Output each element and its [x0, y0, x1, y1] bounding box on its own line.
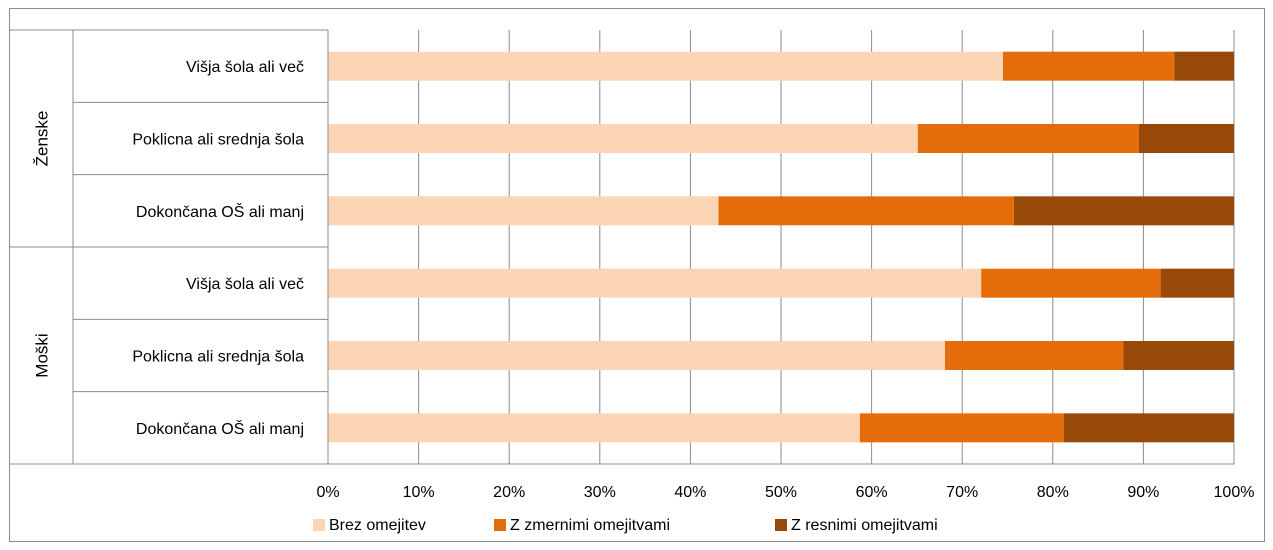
bar-segment-1 — [328, 413, 860, 442]
category-label: Dokončana OŠ ali manj — [136, 419, 304, 438]
bar-segment-1 — [328, 196, 718, 225]
x-tick-label: 70% — [946, 484, 978, 501]
bar-segment-2 — [945, 341, 1123, 370]
legend-swatch — [313, 519, 325, 531]
bar-segment-2 — [860, 413, 1064, 442]
legend-label: Z zmernimi omejitvami — [510, 517, 670, 534]
bar-segment-1 — [328, 124, 918, 153]
x-tick-label: 50% — [765, 484, 797, 501]
bar-segment-3 — [1161, 269, 1234, 298]
group-label: Moški — [33, 333, 52, 377]
category-label: Poklicna ali srednja šola — [132, 349, 304, 366]
group-label: Ženske — [33, 111, 52, 167]
bar-segment-2 — [1003, 52, 1174, 81]
x-tick-label: 40% — [674, 484, 706, 501]
bar-segment-3 — [1174, 52, 1234, 81]
x-tick-label: 90% — [1127, 484, 1159, 501]
legend-swatch — [775, 519, 787, 531]
category-label: Dokončana OŠ ali manj — [136, 202, 304, 221]
category-label: Poklicna ali srednja šola — [132, 132, 304, 149]
chart-frame: Višja šola ali več Poklicna ali srednja š… — [9, 8, 1265, 542]
bar-segment-2 — [718, 196, 1013, 225]
x-tick-label: 60% — [856, 484, 888, 501]
x-tick-label: 10% — [403, 484, 435, 501]
x-tick-label: 30% — [584, 484, 616, 501]
category-label: Višja šola ali več — [186, 276, 304, 293]
category-label: Višja šola ali več — [186, 59, 304, 76]
bar-segment-3 — [1064, 413, 1234, 442]
x-tick-label: 80% — [1037, 484, 1069, 501]
x-tick-label: 20% — [493, 484, 525, 501]
bar-segment-2 — [981, 269, 1160, 298]
bar-segment-1 — [328, 52, 1003, 81]
legend-label: Z resnimi omejitvami — [791, 517, 938, 534]
x-tick-label: 0% — [316, 484, 339, 501]
bar-segment-3 — [1123, 341, 1234, 370]
bar-segment-2 — [918, 124, 1139, 153]
legend-label: Brez omejitev — [329, 517, 426, 534]
x-tick-label: 100% — [1214, 484, 1255, 501]
stacked-bar-chart: Višja šola ali več Poklicna ali srednja š… — [10, 9, 1266, 543]
bar-segment-3 — [1014, 196, 1234, 225]
bar-segment-1 — [328, 341, 945, 370]
bar-segment-1 — [328, 269, 981, 298]
bar-segment-3 — [1139, 124, 1234, 153]
legend-swatch — [494, 519, 506, 531]
